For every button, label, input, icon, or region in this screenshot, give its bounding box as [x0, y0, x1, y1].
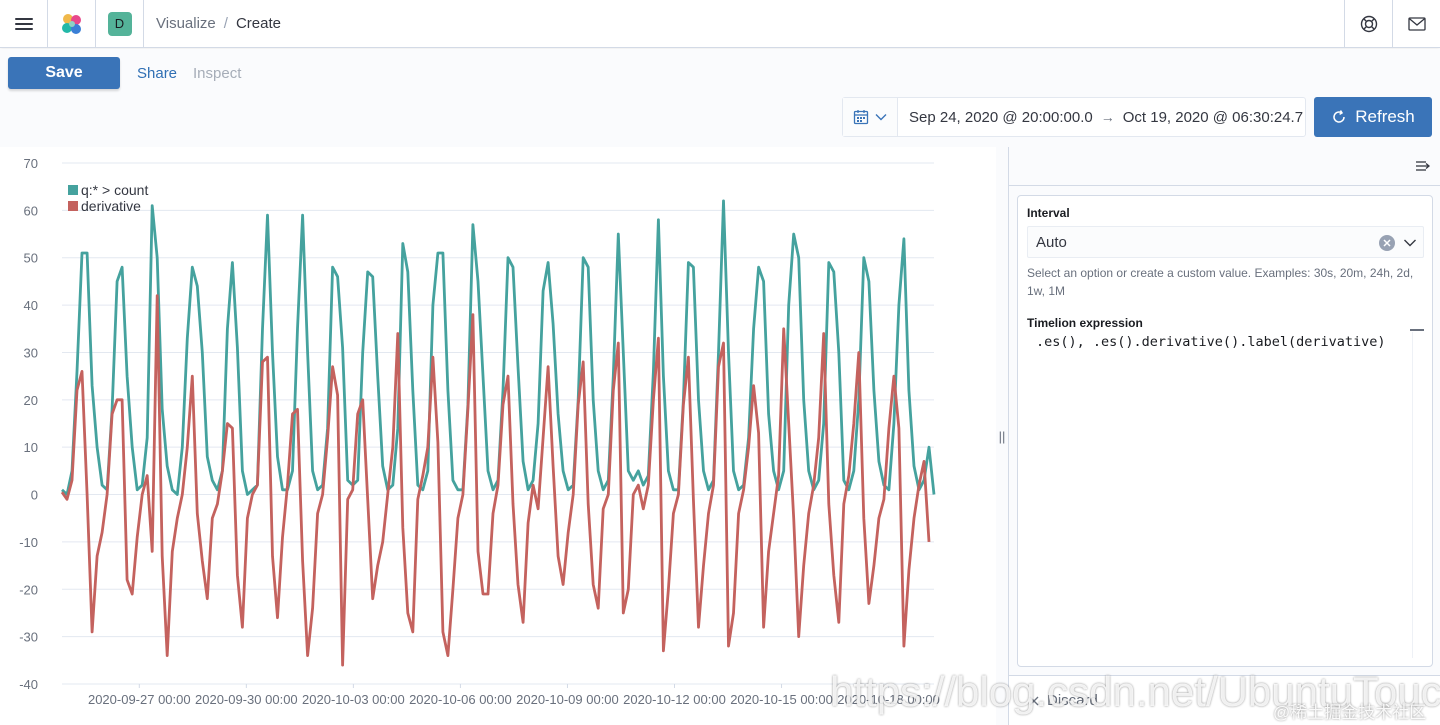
- editor-active-line: [1027, 332, 1412, 352]
- legend-label-count: q:* > count: [81, 182, 149, 198]
- inspect-link[interactable]: Inspect: [193, 65, 242, 82]
- timelion-chart[interactable]: 70 60 50 40 30 20 10 0 -10 -20 -30 -40 2020-09-27 00…: [0, 147, 996, 725]
- panel-resize-handle[interactable]: ||: [996, 147, 1008, 725]
- discard-label: Discard: [1047, 692, 1098, 709]
- header-actions: [1344, 0, 1440, 48]
- x-tick-label: 2020-09-27 00:00: [88, 692, 191, 707]
- breadcrumb-visualize[interactable]: Visualize: [156, 15, 216, 32]
- y-tick-label: 40: [24, 298, 38, 313]
- y-tick-label: 30: [24, 345, 38, 360]
- quick-select-button[interactable]: [843, 98, 898, 136]
- editor-scroll-thumb[interactable]: [1410, 329, 1424, 331]
- discard-button[interactable]: Discard: [1029, 692, 1098, 709]
- drag-handle-icon: ||: [998, 428, 1006, 444]
- y-tick-label: 0: [31, 488, 38, 503]
- y-tick-label: 50: [24, 251, 38, 266]
- calendar-icon: [853, 110, 869, 125]
- series-line-derivative: [60, 294, 931, 667]
- mail-icon: [1407, 17, 1426, 31]
- y-tick-label: 60: [24, 203, 38, 218]
- breadcrumb-separator: /: [223, 15, 228, 32]
- interval-help-text: Select an option or create a custom valu…: [1027, 266, 1414, 298]
- save-button[interactable]: Save: [8, 57, 120, 89]
- y-tick-label: 10: [24, 440, 38, 455]
- kibana-logo[interactable]: [48, 0, 96, 48]
- y-tick-label: -30: [19, 630, 38, 645]
- x-tick-label: 2020-10-18 00:00: [837, 692, 940, 707]
- y-tick-label: 70: [24, 156, 38, 171]
- hamburger-icon: [14, 15, 33, 33]
- cross-icon: [1029, 696, 1039, 705]
- chart-legend: q:* > count derivative: [68, 182, 148, 214]
- panel-divider: [1009, 185, 1440, 186]
- breadcrumb: Visualize / Create: [144, 15, 281, 32]
- space-avatar: D: [107, 11, 132, 36]
- expression-label: Timelion expression: [1027, 316, 1143, 330]
- collapse-panel-icon[interactable]: [1414, 157, 1432, 175]
- legend-item-count[interactable]: q:* > count: [68, 182, 148, 198]
- interval-combobox[interactable]: Auto: [1027, 226, 1424, 258]
- menu-toggle-button[interactable]: [0, 0, 48, 48]
- x-tick-label: 2020-10-06 00:00: [409, 692, 512, 707]
- y-tick-label: 20: [24, 393, 38, 408]
- top-nav-menu: Save Share Inspect Sep 24, 2020 @ 20:00:…: [0, 49, 1440, 147]
- editor-footer: Discard: [1009, 675, 1440, 725]
- interval-label: Interval: [1027, 206, 1070, 220]
- chart-canvas: 70 60 50 40 30 20 10 0 -10 -20 -30 -40 2020-09-27 00…: [19, 156, 940, 707]
- help-lifebuoy-icon: [1360, 15, 1377, 33]
- refresh-button[interactable]: Refresh: [1314, 97, 1432, 137]
- help-button[interactable]: [1344, 0, 1392, 48]
- y-tick-label: -10: [19, 535, 38, 550]
- kibana-logo-icon: [61, 13, 81, 34]
- y-tick-label: -40: [19, 677, 38, 692]
- timelion-options-card: Interval Auto Select an option or create…: [1017, 195, 1433, 667]
- expression-editor[interactable]: .es(), .es().derivative().label(derivati…: [1027, 329, 1424, 658]
- start-date-button[interactable]: Sep 24, 2020 @ 20:00:00.0: [909, 108, 1093, 126]
- end-date-button[interactable]: Oct 19, 2020 @ 06:30:24.7: [1122, 108, 1304, 126]
- expression-code: .es(), .es().derivative().label(derivati…: [1036, 334, 1386, 350]
- editor-scrollbar[interactable]: [1410, 329, 1424, 658]
- legend-swatch-count: [68, 185, 78, 195]
- date-picker: Sep 24, 2020 @ 20:00:00.0 → Oct 19, 2020…: [842, 97, 1306, 137]
- editor-side-panel: Interval Auto Select an option or create…: [1008, 147, 1440, 725]
- legend-label-derivative: derivative: [81, 198, 141, 214]
- app-header: D Visualize / Create: [0, 0, 1440, 48]
- x-tick-label: 2020-10-15 00:00: [730, 692, 833, 707]
- x-tick-label: 2020-09-30 00:00: [195, 692, 298, 707]
- arrow-right-icon: →: [1100, 109, 1115, 125]
- refresh-label: Refresh: [1355, 107, 1415, 126]
- breadcrumb-create: Create: [235, 15, 281, 32]
- chevron-down-icon[interactable]: [1403, 235, 1417, 251]
- legend-item-derivative[interactable]: derivative: [68, 198, 148, 214]
- x-tick-label: 2020-10-12 00:00: [623, 692, 726, 707]
- x-tick-label: 2020-10-03 00:00: [302, 692, 405, 707]
- clear-icon[interactable]: [1379, 235, 1395, 251]
- chevron-down-icon: [875, 114, 887, 121]
- series-line-count: [61, 199, 936, 496]
- interval-value: Auto: [1036, 233, 1067, 251]
- x-tick-label: 2020-10-09 00:00: [516, 692, 619, 707]
- legend-swatch-derivative: [68, 201, 78, 211]
- share-link[interactable]: Share: [137, 65, 178, 82]
- space-selector[interactable]: D: [96, 0, 144, 48]
- y-tick-label: -20: [19, 582, 38, 597]
- refresh-icon: [1333, 110, 1345, 123]
- newsfeed-button[interactable]: [1392, 0, 1440, 48]
